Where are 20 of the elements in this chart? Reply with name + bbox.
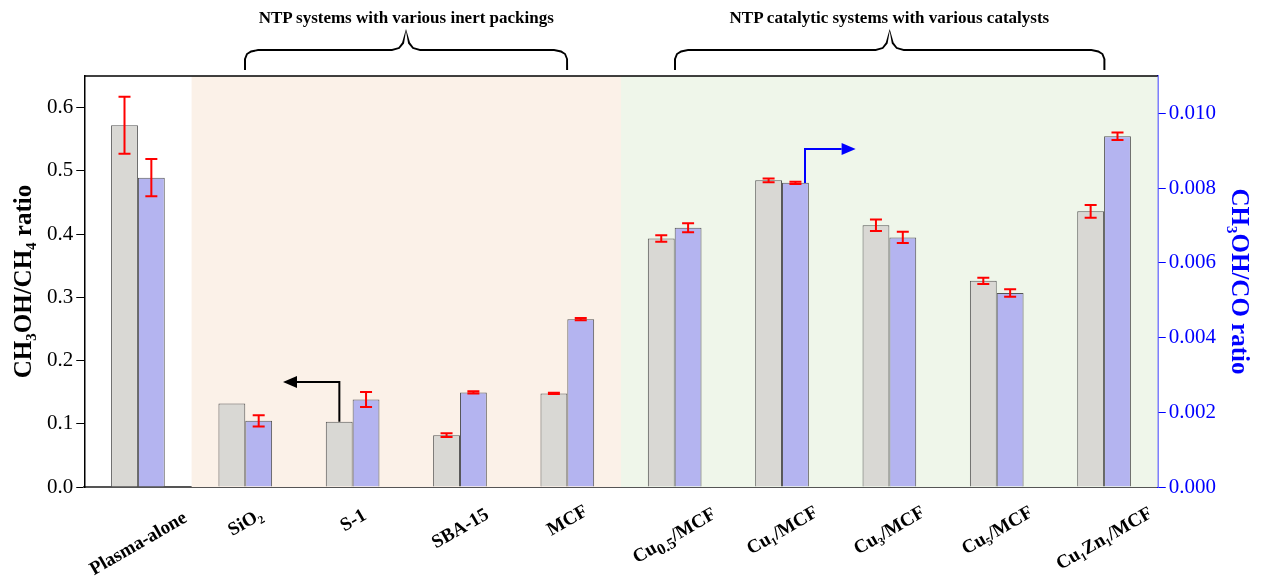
text: NTP systems with various inert packings — [257, 8, 555, 28]
x-tick-label: MCF — [543, 499, 592, 541]
y2-tick-label: 0.004 — [1168, 324, 1217, 349]
y-tick-label: 0.2 — [47, 347, 74, 372]
y-tick-label: 0.6 — [47, 94, 74, 119]
y-tick-label: 0.0 — [47, 473, 74, 498]
x-tick-label: S-1 — [335, 503, 370, 536]
y-tick-label: 0.1 — [47, 410, 74, 435]
y-axis-title: CH₃OH/CH₄ ratio — [9, 184, 37, 379]
y2-axis-title: CH₃OH/CO ratio — [1226, 188, 1254, 375]
y-tick-label: 0.3 — [47, 283, 74, 308]
y-tick-label: 0.5 — [47, 157, 74, 182]
y2-tick-label: 0.008 — [1168, 174, 1216, 199]
y-tick-label: 0.4 — [47, 220, 74, 245]
y2-tick-label: 0.010 — [1168, 99, 1216, 124]
y2-tick-label: 0.006 — [1168, 249, 1216, 274]
y2-tick-label: 0.002 — [1168, 398, 1216, 423]
text: NTP catalytic systems with various catalysts — [728, 8, 1051, 28]
y2-tick-label: 0.000 — [1168, 473, 1216, 498]
x-tick-label: SiO₂ — [224, 503, 267, 541]
